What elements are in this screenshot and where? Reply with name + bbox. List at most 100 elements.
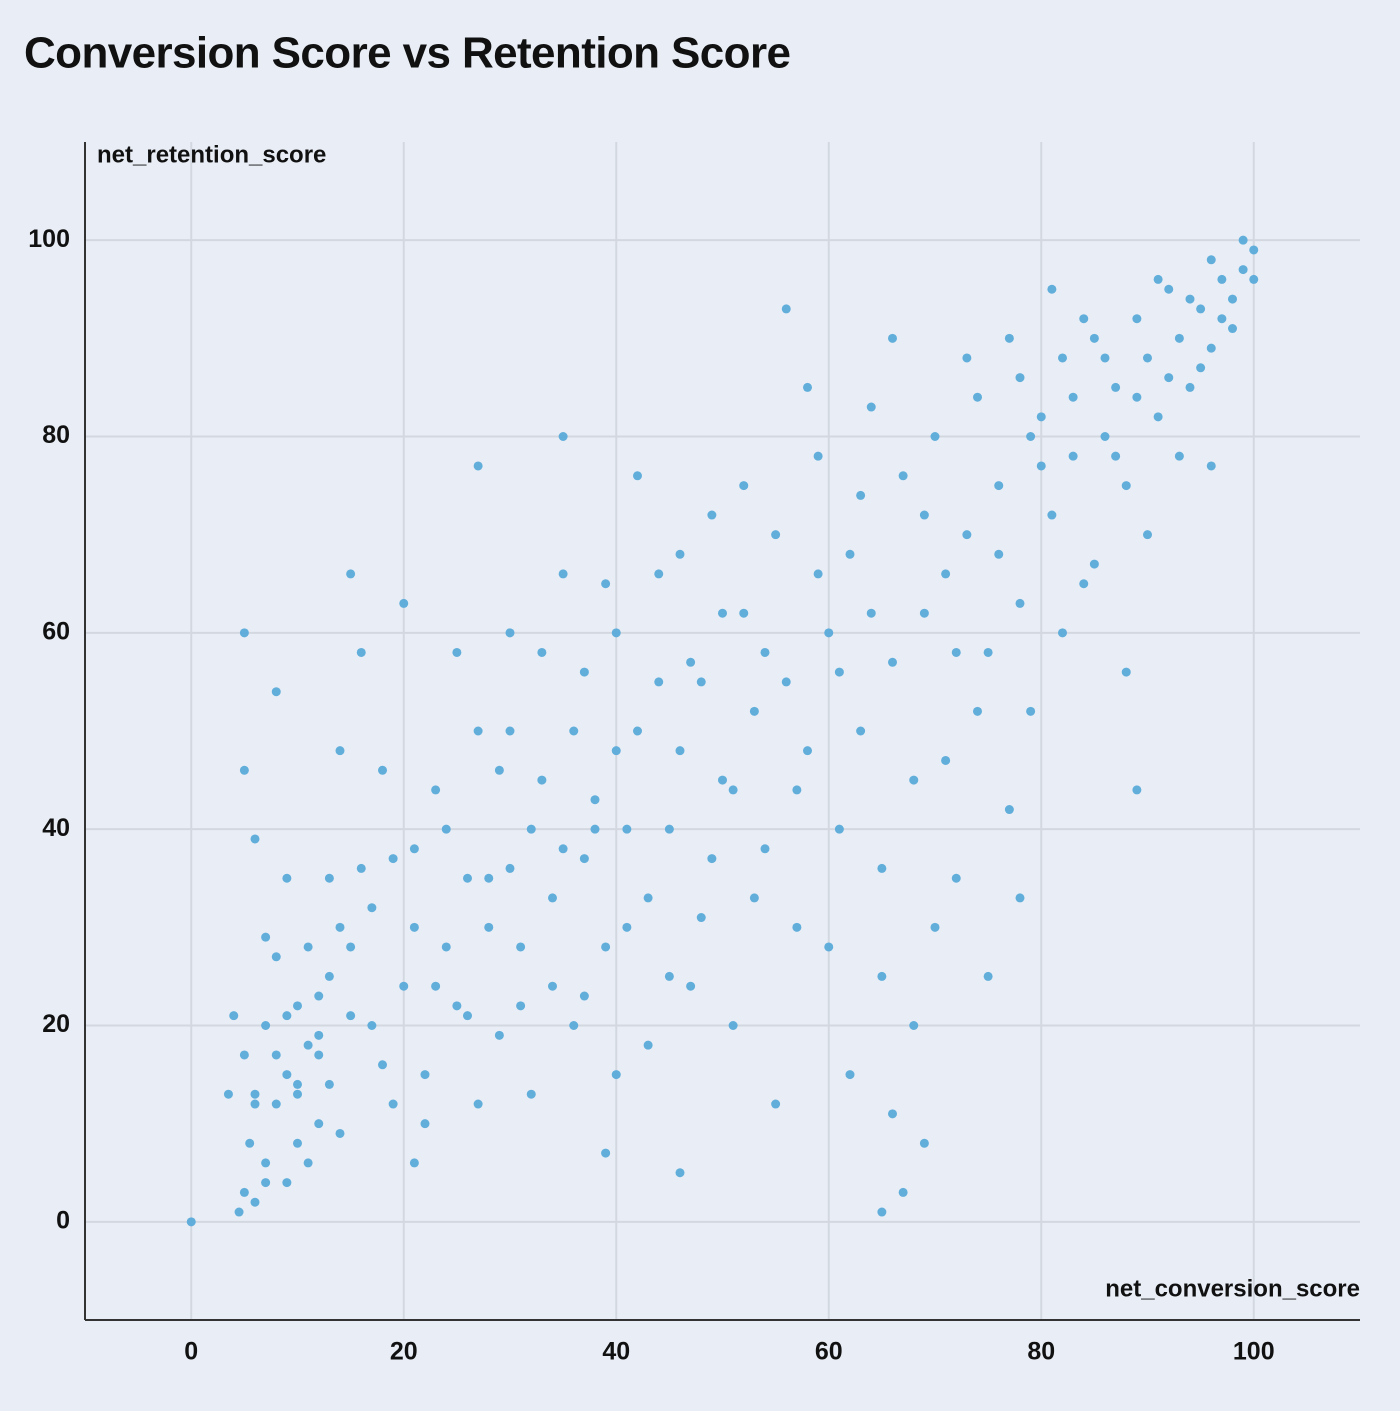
- point: [877, 863, 887, 873]
- point: [898, 1187, 908, 1197]
- point: [569, 726, 579, 736]
- y-tick-label: 100: [28, 225, 70, 253]
- point: [675, 549, 685, 559]
- point: [431, 981, 441, 991]
- point: [675, 1168, 685, 1178]
- point: [973, 392, 982, 402]
- point: [505, 863, 515, 873]
- point: [388, 854, 398, 864]
- point: [834, 824, 844, 834]
- point: [335, 746, 345, 756]
- point: [771, 1099, 781, 1109]
- point: [579, 854, 589, 864]
- point: [707, 854, 717, 864]
- point: [792, 922, 802, 932]
- point: [919, 510, 929, 520]
- point: [845, 549, 855, 559]
- point: [590, 824, 600, 834]
- y-tick-label: 0: [56, 1206, 70, 1234]
- point: [951, 647, 961, 657]
- point: [675, 746, 685, 756]
- point: [951, 873, 961, 883]
- point: [728, 785, 738, 795]
- point: [919, 608, 929, 618]
- point: [1132, 785, 1142, 795]
- point: [1089, 333, 1099, 343]
- point: [388, 1099, 398, 1109]
- point: [654, 677, 664, 687]
- point: [1185, 382, 1195, 392]
- point: [1153, 412, 1163, 422]
- point: [696, 677, 706, 687]
- point: [1079, 579, 1089, 589]
- point: [1174, 333, 1184, 343]
- point: [1015, 893, 1025, 903]
- point: [1132, 314, 1142, 324]
- point: [548, 981, 557, 991]
- point: [760, 647, 770, 657]
- point: [664, 971, 674, 981]
- point: [888, 333, 897, 343]
- point: [484, 922, 494, 932]
- point: [271, 952, 281, 962]
- point: [250, 834, 260, 844]
- point: [494, 765, 504, 775]
- point: [271, 687, 281, 697]
- point: [261, 1158, 271, 1168]
- point: [335, 1128, 345, 1138]
- point: [898, 471, 908, 481]
- point: [505, 628, 515, 638]
- point: [749, 706, 759, 716]
- point: [728, 1021, 738, 1030]
- point: [473, 461, 483, 471]
- point: [919, 1138, 929, 1148]
- point: [781, 304, 791, 314]
- point: [633, 471, 642, 481]
- point: [282, 1070, 292, 1080]
- point: [824, 942, 834, 952]
- point: [1100, 353, 1110, 363]
- point: [611, 746, 621, 756]
- point: [866, 402, 876, 412]
- point: [558, 844, 568, 854]
- point: [601, 942, 611, 952]
- point: [409, 922, 419, 932]
- point: [378, 765, 387, 775]
- point: [1206, 343, 1216, 353]
- point: [1036, 412, 1046, 422]
- x-axis-label: net_conversion_score: [1105, 1275, 1360, 1302]
- point: [1164, 373, 1174, 383]
- point: [1026, 706, 1036, 716]
- point: [633, 726, 642, 736]
- point: [346, 569, 356, 579]
- point: [1121, 481, 1131, 491]
- point: [314, 1050, 324, 1060]
- point: [229, 1011, 239, 1021]
- point: [1164, 284, 1174, 294]
- point: [824, 628, 834, 638]
- point: [1004, 805, 1014, 815]
- point: [293, 1079, 302, 1089]
- point: [367, 1021, 377, 1030]
- point: [792, 785, 802, 795]
- point: [622, 922, 632, 932]
- y-tick-label: 80: [42, 421, 70, 449]
- point: [1100, 432, 1110, 441]
- point: [1089, 559, 1099, 569]
- x-tick-label: 0: [184, 1338, 198, 1366]
- point: [409, 844, 419, 854]
- point: [399, 598, 409, 608]
- point: [1238, 265, 1248, 275]
- point: [271, 1050, 281, 1060]
- point: [324, 971, 334, 981]
- point: [1036, 461, 1046, 471]
- point: [441, 942, 451, 952]
- point: [707, 510, 717, 520]
- point: [250, 1197, 260, 1207]
- point: [1079, 314, 1089, 324]
- point: [1004, 333, 1014, 343]
- point: [1015, 598, 1025, 608]
- point: [1153, 274, 1163, 284]
- point: [1174, 451, 1184, 461]
- point: [537, 775, 547, 785]
